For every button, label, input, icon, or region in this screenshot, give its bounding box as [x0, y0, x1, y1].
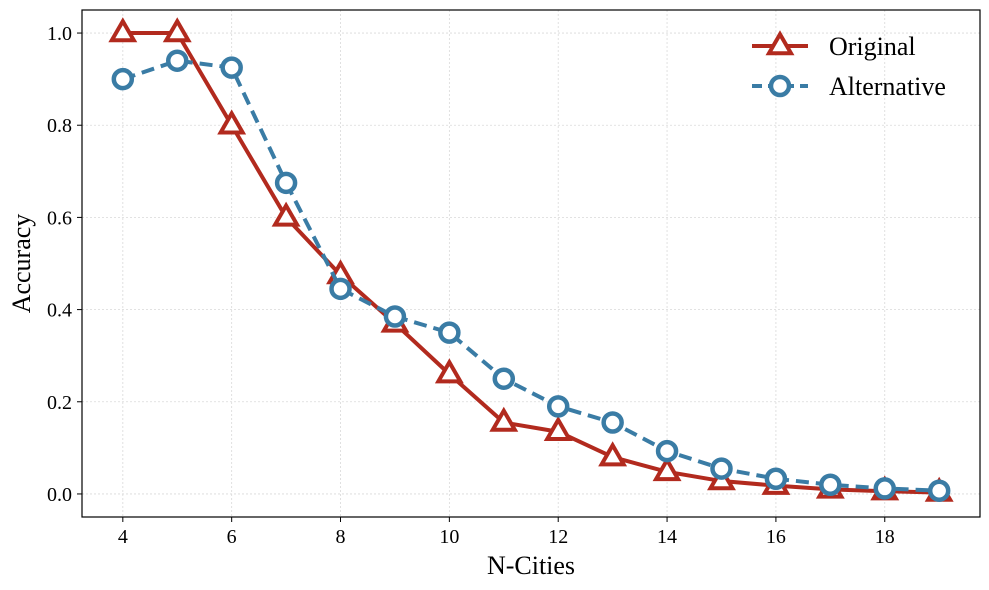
data-point-alternative: [383, 305, 407, 328]
data-point-original: [271, 201, 301, 227]
x-tick-label: 16: [766, 526, 786, 548]
legend: Original Alternative: [752, 30, 946, 101]
legend-label-alternative: Alternative: [829, 72, 946, 101]
data-point-original: [598, 441, 628, 467]
legend-item-alternative: Alternative: [752, 72, 946, 101]
y-tick-label: 0.2: [47, 392, 72, 414]
y-tick-label: 0.8: [47, 115, 72, 137]
data-point-alternative: [927, 479, 951, 502]
y-tick-label: 0.0: [47, 484, 72, 506]
series-alternative: [111, 49, 951, 502]
data-point-original: [543, 415, 573, 441]
legend-label-original: Original: [829, 32, 916, 61]
legend-marker-alternative: [768, 74, 792, 98]
series-layer: [108, 17, 954, 502]
data-point-alternative: [111, 67, 135, 91]
x-tick-label: 4: [118, 526, 128, 548]
data-point-alternative: [274, 171, 298, 195]
data-point-alternative: [220, 56, 243, 79]
x-tick-label: 10: [439, 526, 459, 548]
plot-area-frame: [81, 9, 981, 518]
data-point-alternative: [546, 395, 570, 418]
y-axis-label: Accuracy: [7, 214, 36, 314]
y-tick-label: 0.6: [47, 207, 72, 229]
data-point-alternative: [492, 367, 516, 390]
data-point-alternative: [438, 321, 461, 344]
data-point-original: [108, 17, 138, 43]
data-point-original: [489, 406, 519, 432]
data-point-alternative: [873, 477, 897, 500]
data-point-alternative: [165, 49, 189, 72]
data-point-alternative: [329, 277, 352, 301]
data-point-alternative: [819, 473, 842, 496]
y-tick-label: 1.0: [47, 23, 72, 45]
x-tick-label: 14: [657, 526, 677, 548]
x-tick-label: 8: [336, 526, 346, 548]
data-point-alternative: [764, 467, 788, 490]
y-axis-ticks: 0.0 0.2 0.4 0.6 0.8 1.0: [47, 23, 82, 506]
data-point-original: [434, 358, 464, 384]
x-tick-label: 18: [875, 526, 895, 548]
data-point-alternative: [601, 411, 624, 434]
series-line-original: [122, 31, 940, 495]
x-axis-ticks: 4 6 8 10 12 14 16 18: [118, 517, 895, 548]
legend-item-original: Original: [752, 30, 916, 61]
series-line-alternative: [122, 58, 940, 493]
data-point-alternative: [655, 439, 679, 463]
data-point-alternative: [710, 457, 733, 480]
y-tick-label: 0.4: [47, 300, 72, 322]
x-tick-label: 6: [227, 526, 237, 548]
x-tick-label: 12: [548, 526, 568, 548]
legend-marker-original: [765, 30, 795, 56]
data-point-original: [652, 456, 682, 482]
x-axis-label: N-Cities: [487, 551, 575, 580]
data-point-original: [162, 17, 192, 43]
data-point-original: [217, 109, 247, 135]
